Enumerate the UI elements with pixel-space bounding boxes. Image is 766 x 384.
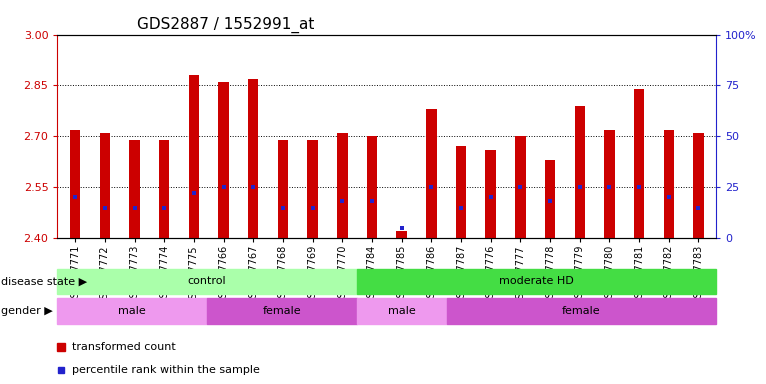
- Bar: [188, 75, 199, 238]
- Bar: [357, 298, 447, 324]
- Bar: [218, 82, 229, 238]
- Bar: [663, 129, 674, 238]
- Bar: [426, 109, 437, 238]
- Text: male: male: [388, 306, 416, 316]
- Bar: [693, 133, 704, 238]
- Bar: [100, 133, 110, 238]
- Bar: [516, 136, 525, 238]
- Bar: [604, 129, 614, 238]
- Bar: [545, 160, 555, 238]
- Bar: [574, 106, 585, 238]
- Bar: [447, 298, 716, 324]
- Bar: [367, 136, 377, 238]
- Bar: [486, 150, 496, 238]
- Text: percentile rank within the sample: percentile rank within the sample: [72, 365, 260, 375]
- Text: moderate HD: moderate HD: [499, 276, 574, 286]
- Text: control: control: [188, 276, 227, 286]
- Bar: [248, 79, 258, 238]
- Bar: [456, 147, 466, 238]
- Text: female: female: [263, 306, 301, 316]
- Bar: [357, 269, 716, 294]
- Bar: [278, 140, 288, 238]
- Bar: [307, 140, 318, 238]
- Text: gender ▶: gender ▶: [1, 306, 53, 316]
- Bar: [633, 89, 644, 238]
- Text: female: female: [562, 306, 601, 316]
- Bar: [57, 298, 207, 324]
- Bar: [397, 231, 407, 238]
- Bar: [129, 140, 139, 238]
- Text: disease state ▶: disease state ▶: [1, 276, 87, 286]
- Bar: [57, 269, 357, 294]
- Bar: [337, 133, 348, 238]
- Text: GDS2887 / 1552991_at: GDS2887 / 1552991_at: [136, 17, 314, 33]
- Bar: [159, 140, 169, 238]
- Text: transformed count: transformed count: [72, 342, 175, 352]
- Bar: [70, 129, 80, 238]
- Text: male: male: [119, 306, 146, 316]
- Bar: [207, 298, 357, 324]
